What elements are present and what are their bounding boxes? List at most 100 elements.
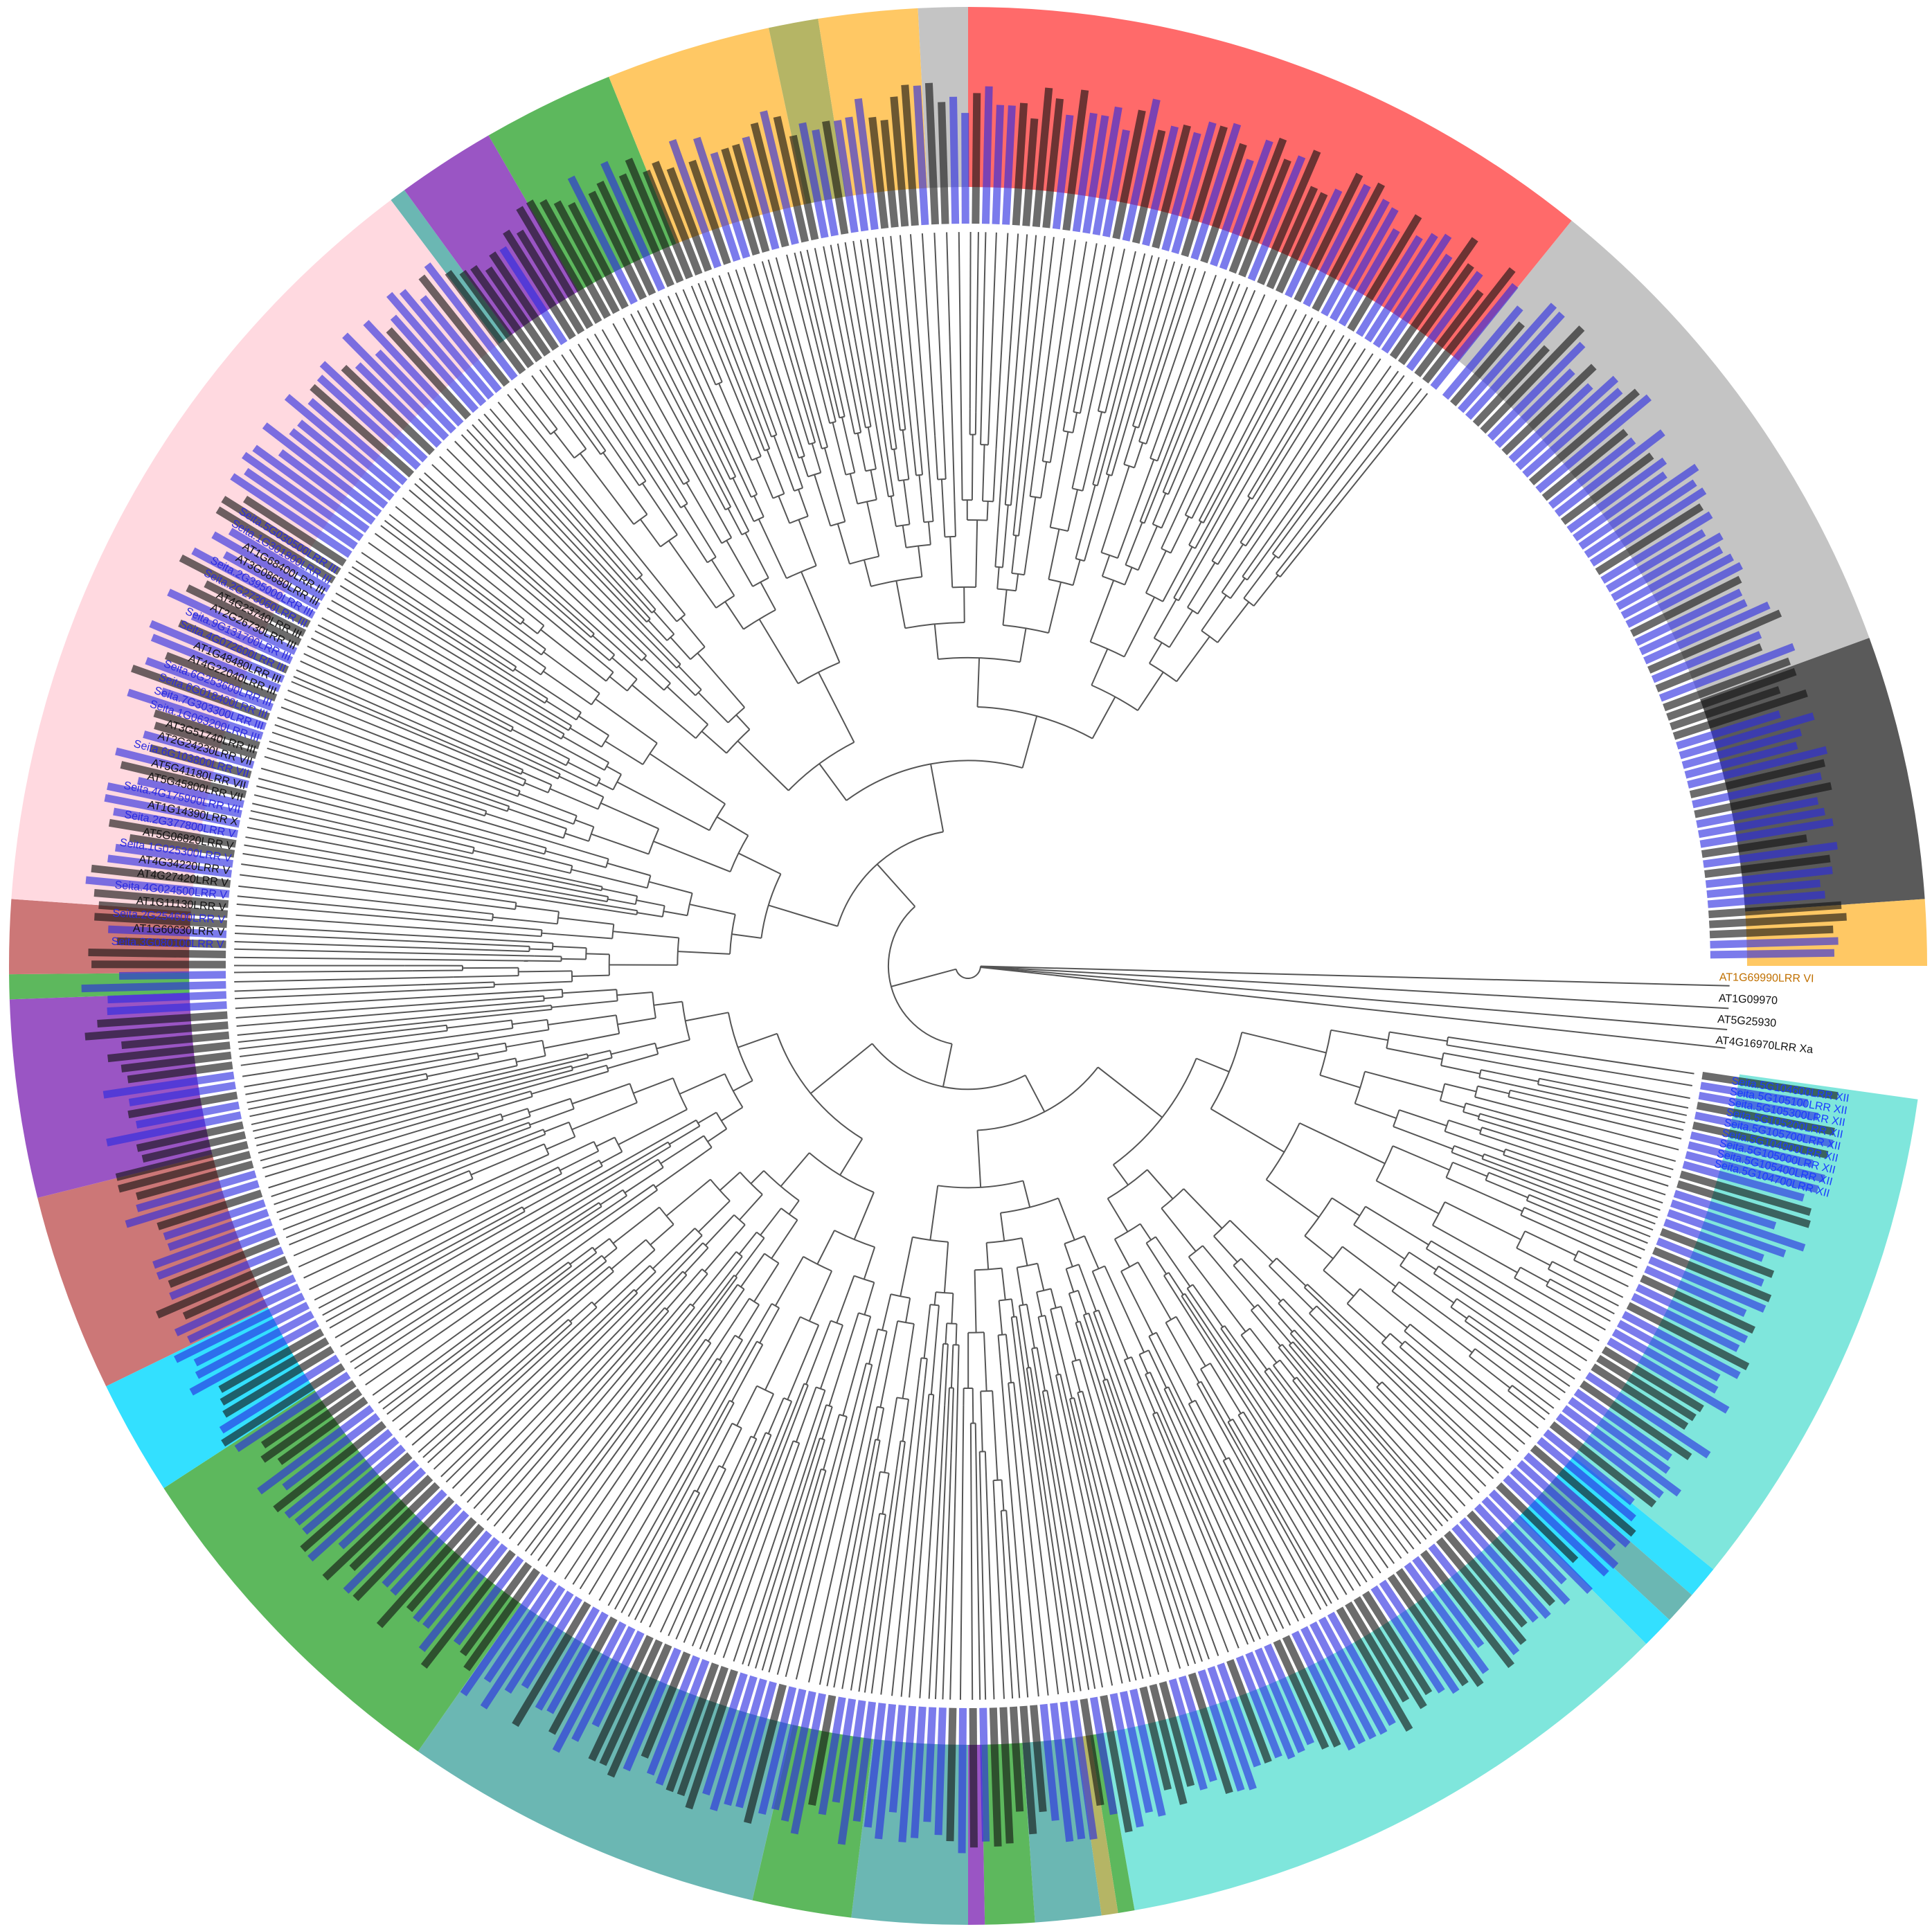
- tree-branch: [1221, 560, 1244, 593]
- tree-branch: [1023, 496, 1037, 575]
- tree-branch: [499, 655, 517, 667]
- tree-branch: [244, 1048, 474, 1088]
- tree-branch: [510, 1154, 549, 1173]
- tree-branch: [568, 634, 614, 673]
- tree-branch: [533, 887, 608, 903]
- tip-label-mark: [760, 110, 799, 245]
- tree-branch: [1404, 1340, 1444, 1374]
- tip-label-mark: [1355, 235, 1423, 337]
- tree-branch: [293, 676, 472, 754]
- tree-branch: [695, 1120, 701, 1127]
- tip-label-mark: [1644, 1265, 1747, 1317]
- tree-branch: [445, 1349, 580, 1483]
- tree-branch: [1098, 410, 1106, 414]
- tree-branch: [941, 404, 947, 479]
- tree-branch: [787, 1383, 805, 1424]
- tree-branch: [854, 338, 872, 427]
- tip-label-mark: [1353, 1596, 1427, 1710]
- tree-branch: [1090, 1444, 1152, 1677]
- tree-branch: [1224, 1325, 1244, 1352]
- tip-label-mark: [1488, 1489, 1593, 1594]
- tree-branch: [1220, 1328, 1240, 1354]
- tree-branch: [452, 1119, 503, 1138]
- tree-branch: [1576, 1104, 1684, 1131]
- clade-band-lrr-viii-1: [769, 19, 847, 204]
- tree-branch: [600, 450, 607, 456]
- tip-label-mark: [1032, 87, 1053, 228]
- tree-branch: [1229, 1219, 1273, 1263]
- tree-branch: [653, 841, 731, 872]
- tree-branch: [515, 905, 560, 913]
- tip-label-mark: [1700, 1082, 1808, 1107]
- tip-label-mark: [160, 687, 267, 730]
- tip-label-mark: [552, 1621, 627, 1753]
- tip-label-mark: [1709, 925, 1834, 939]
- tree-branch: [609, 676, 628, 692]
- tip-label-mark: [643, 170, 693, 280]
- tree-branch: [1488, 1172, 1521, 1186]
- tip-label-mark: [1467, 1510, 1555, 1606]
- tree-branch: [983, 1332, 987, 1392]
- tip-label-mark: [164, 652, 278, 702]
- tree-branch: [1474, 1096, 1508, 1106]
- tip-label-mark: [600, 161, 665, 291]
- tree-branch: [1059, 1374, 1071, 1417]
- tree-branch: [248, 1087, 356, 1111]
- tree-branch: [1064, 1243, 1073, 1267]
- tree-branch: [1049, 431, 1069, 528]
- tree-branch: [891, 968, 956, 987]
- tree-branch: [1138, 366, 1164, 442]
- tree-branch: [1154, 1395, 1261, 1640]
- tree-branch: [335, 592, 553, 721]
- tree-branch: [607, 898, 636, 906]
- tree-branch: [365, 1213, 611, 1386]
- tip-label-mark: [1487, 341, 1586, 441]
- tree-branch: [1478, 1118, 1505, 1129]
- tree-branch: [792, 421, 805, 457]
- tip-label-mark: [1656, 1237, 1764, 1287]
- tree-branch: [1035, 1399, 1082, 1692]
- tip-label-mark: [1149, 1683, 1188, 1805]
- tree-branch: [384, 519, 486, 598]
- tip-label-mark: [1663, 657, 1791, 712]
- tip-label-mark: [260, 1388, 363, 1463]
- tree-branch: [909, 1431, 932, 1698]
- tree-branch: [1251, 348, 1366, 525]
- tree-branch: [1001, 1268, 1006, 1300]
- tree-branch: [264, 755, 567, 847]
- tree-branch: [1243, 598, 1255, 607]
- tree-branch: [1118, 1413, 1203, 1662]
- tree-branch: [1098, 1309, 1115, 1351]
- tree-branch: [994, 1502, 1005, 1699]
- tree-branch: [571, 1083, 630, 1105]
- tree-branch: [690, 285, 730, 377]
- tip-label-mark: [1707, 890, 1825, 908]
- tip-label-mark: [1688, 1141, 1825, 1183]
- tree-branch: [446, 448, 672, 672]
- tree-branch: [986, 501, 989, 521]
- tree-branch: [1351, 1410, 1449, 1522]
- tree-branch: [533, 722, 562, 739]
- tip-label-mark: [721, 147, 760, 256]
- tree-branch: [507, 393, 625, 539]
- tree-branch: [1153, 598, 1177, 639]
- tip-label-mark: [1264, 1643, 1314, 1746]
- tip-label-mark: [1704, 854, 1831, 878]
- tip-label-mark: [116, 937, 226, 949]
- tree-branch: [1046, 1390, 1062, 1462]
- tree-branch: [1047, 240, 1076, 424]
- tree-branch: [622, 1189, 627, 1196]
- tree-branch: [340, 1170, 630, 1347]
- tree-branch: [753, 263, 785, 364]
- tree-branch: [1018, 504, 1023, 536]
- tree-branch: [528, 655, 546, 669]
- tip-label-mark: [91, 864, 231, 888]
- tree-branch: [558, 775, 604, 798]
- tip-label-mark: [418, 274, 510, 387]
- tree-branch: [753, 1262, 780, 1302]
- tree-branch: [1295, 1403, 1409, 1554]
- tree-branch: [1012, 235, 1037, 480]
- tree-branch: [663, 910, 688, 917]
- tree-branch: [560, 733, 565, 739]
